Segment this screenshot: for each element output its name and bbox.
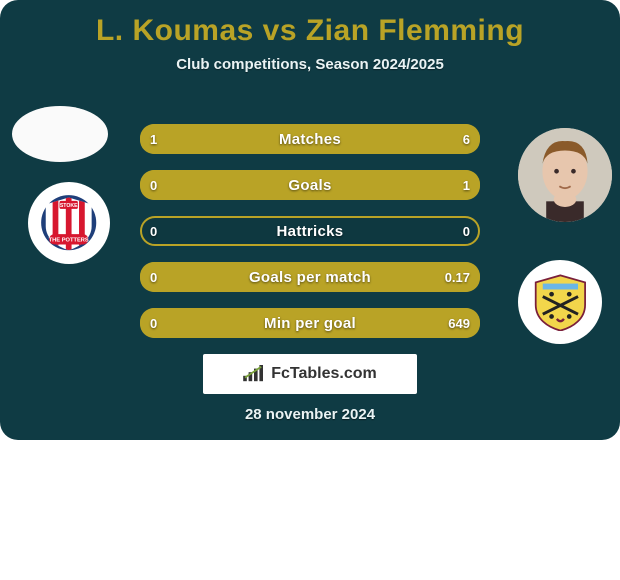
stat-row: 16Matches [140,124,480,154]
stat-row: 00Hattricks [140,216,480,246]
player-face-icon [518,128,612,222]
stats-container: 16Matches 01Goals 00Hattricks 00.17Goals pe… [140,124,480,354]
watermark-text: FcTables.com [271,365,377,383]
left-club-badge: THE POTTERS STOKE [28,182,110,264]
svg-text:STOKE: STOKE [60,203,78,209]
comparison-card: L. Koumas vs Zian Flemming Club competit… [0,0,620,440]
subtitle: Club competitions, Season 2024/2025 [0,56,620,73]
stoke-city-badge-icon: THE POTTERS STOKE [40,194,97,251]
page-title: L. Koumas vs Zian Flemming [0,0,620,48]
stat-label: Hattricks [140,216,480,246]
stat-label: Goals [140,170,480,200]
date-label: 28 november 2024 [0,406,620,423]
svg-text:THE POTTERS: THE POTTERS [49,238,89,244]
stat-row: 01Goals [140,170,480,200]
right-club-badge [518,260,602,344]
right-player-avatar [518,128,612,222]
bar-chart-icon [243,365,265,383]
burnley-badge-icon [531,273,590,332]
stat-label: Matches [140,124,480,154]
watermark: FcTables.com [203,354,417,394]
stat-label: Goals per match [140,262,480,292]
stat-label: Min per goal [140,308,480,338]
stat-row: 0649Min per goal [140,308,480,338]
stat-row: 00.17Goals per match [140,262,480,292]
left-player-avatar [12,106,108,162]
